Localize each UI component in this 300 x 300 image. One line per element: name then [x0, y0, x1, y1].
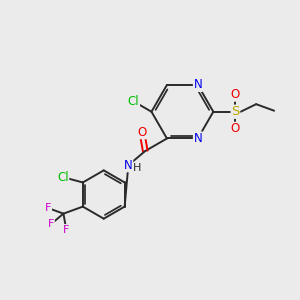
Text: O: O: [137, 126, 147, 139]
Text: N: N: [194, 78, 202, 92]
Text: Cl: Cl: [128, 95, 140, 108]
Text: O: O: [231, 122, 240, 135]
Text: F: F: [45, 203, 51, 213]
Text: F: F: [63, 225, 70, 235]
Text: N: N: [194, 132, 202, 145]
Text: H: H: [132, 163, 141, 173]
Text: O: O: [231, 88, 240, 101]
Text: F: F: [48, 219, 54, 229]
Text: N: N: [124, 159, 133, 172]
Text: S: S: [231, 105, 240, 118]
Text: Cl: Cl: [57, 171, 69, 184]
